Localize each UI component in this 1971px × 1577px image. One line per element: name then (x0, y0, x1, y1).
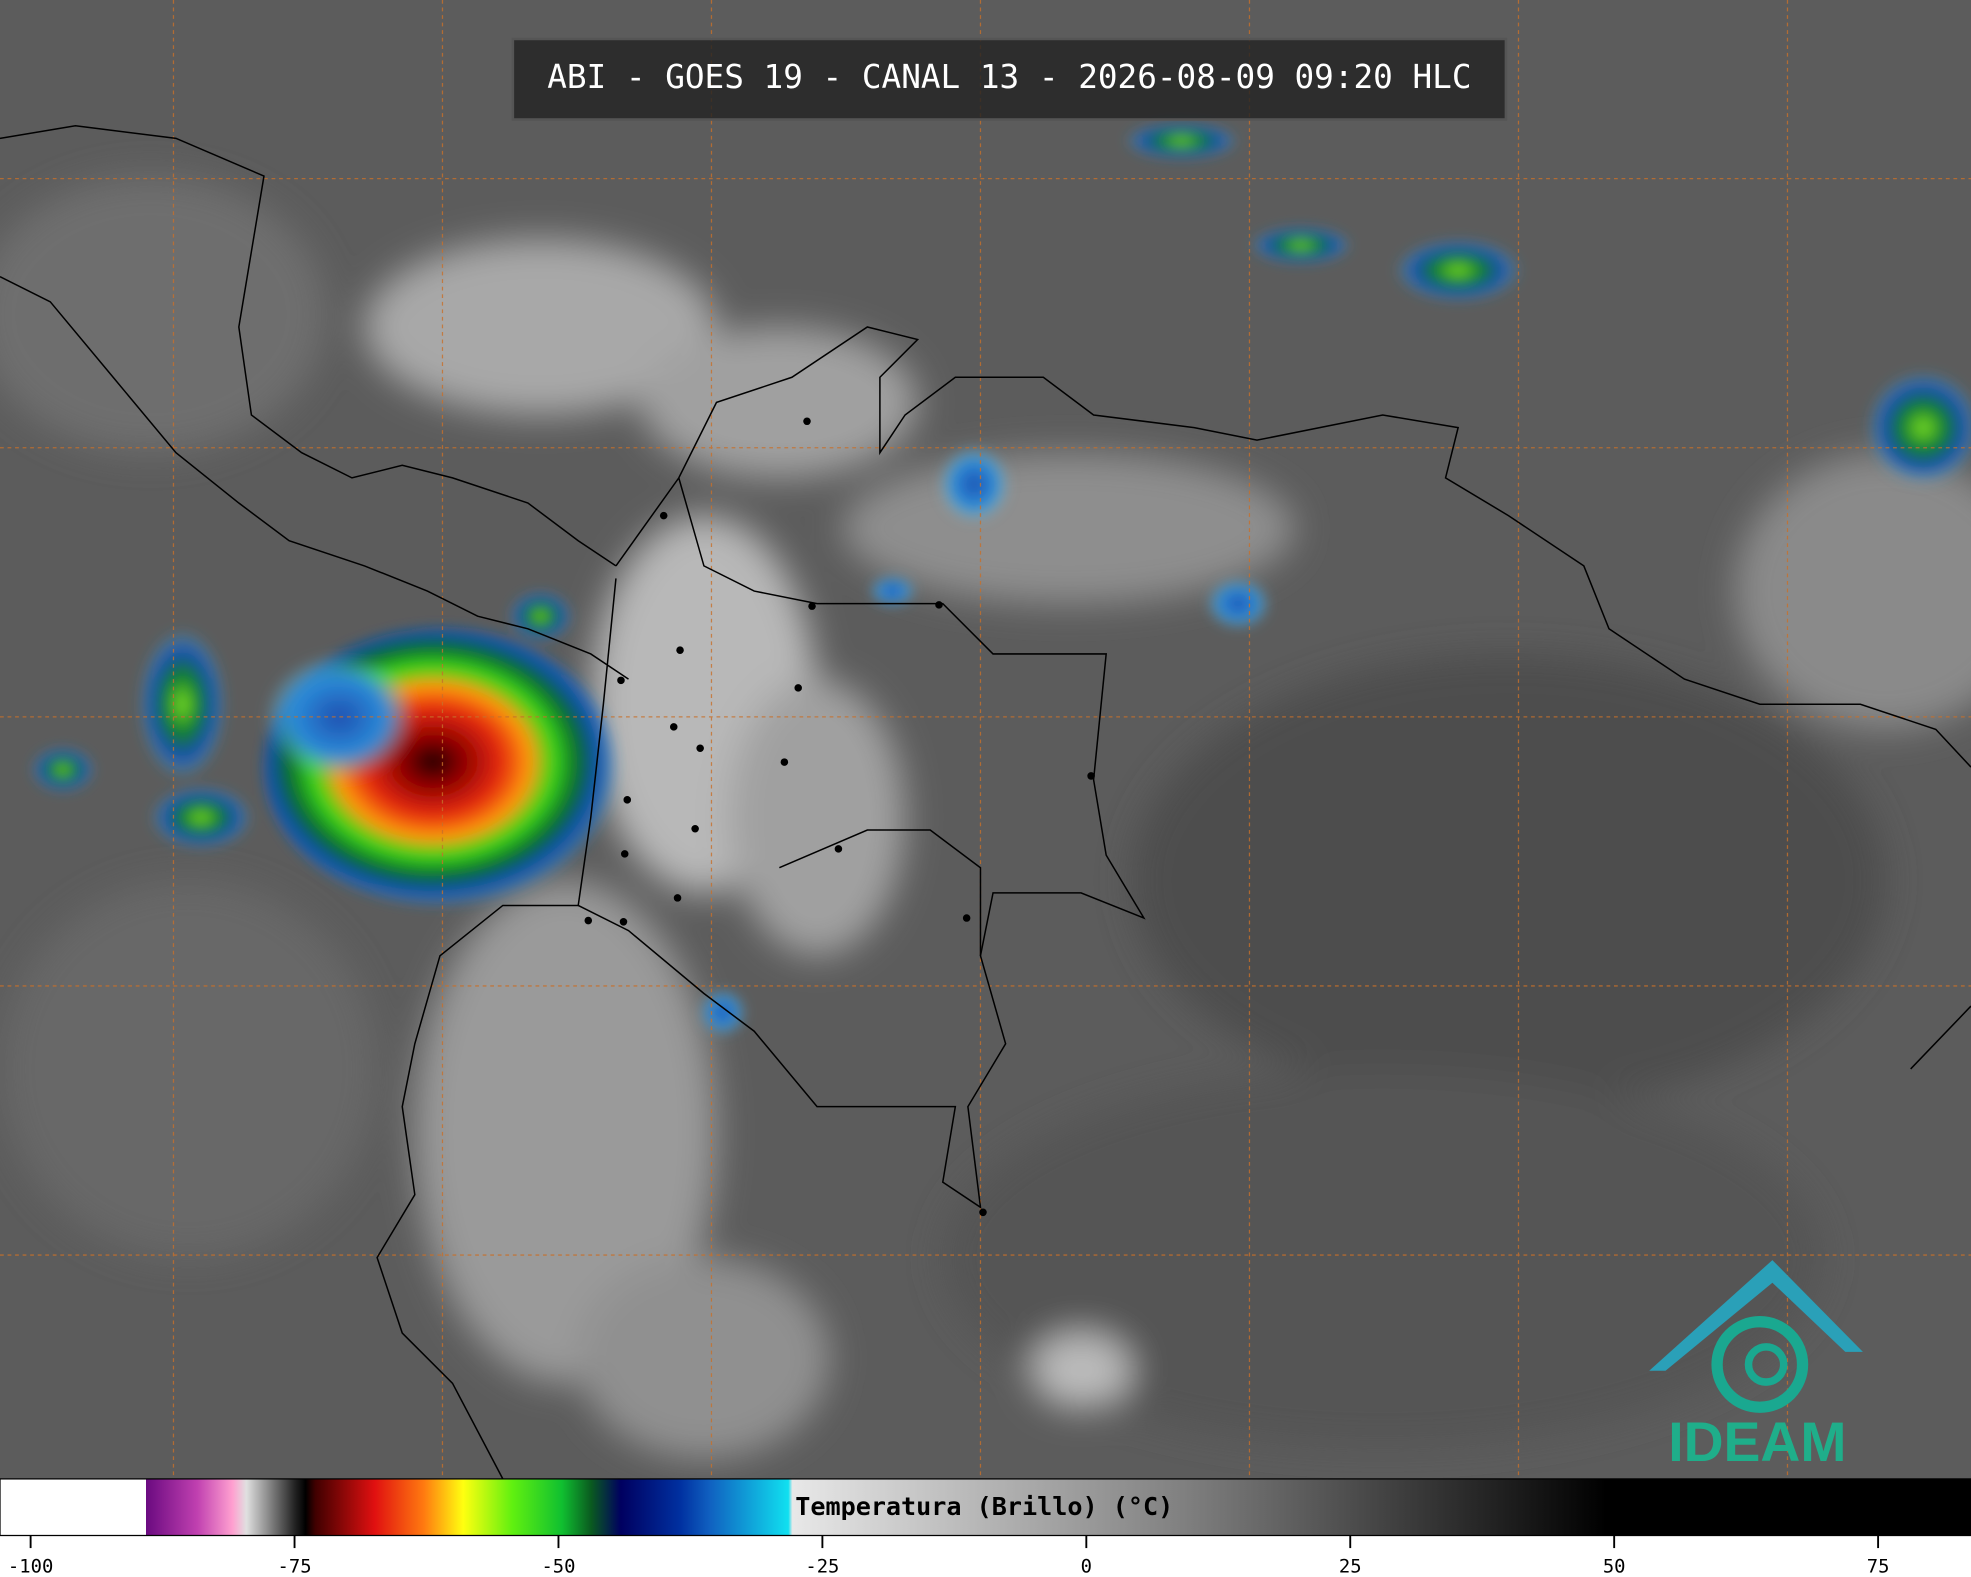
clouds (0, 176, 1971, 1459)
tick-label: 75 (1867, 1556, 1890, 1577)
title-box (511, 37, 1508, 121)
tick-label: -100 (8, 1556, 53, 1577)
coastlines (0, 124, 1971, 1480)
tick-label: 50 (1603, 1556, 1626, 1577)
tick-label: -25 (805, 1556, 839, 1577)
tick-label: -75 (278, 1556, 312, 1577)
colorbar (0, 1478, 1971, 1537)
graticule (0, 0, 1971, 1479)
tick-label: -50 (541, 1556, 575, 1577)
title: ABI - GOES 19 - CANAL 13 - 2026-08-09 09… (547, 58, 1471, 96)
tick-label: 0 (1081, 1556, 1092, 1577)
colorbar-ticks: -100 -75 -50 -25 0 25 50 75 (8, 1535, 1890, 1577)
tick-label: 25 (1339, 1556, 1362, 1577)
colorbar-label: Temperatura (Brillo) (°C) (795, 1492, 1173, 1521)
convective-cells (31, 121, 1971, 1035)
logo-mark (1649, 1260, 1863, 1413)
cities (584, 417, 1095, 1217)
logo-text: IDEAM (1668, 1411, 1846, 1473)
